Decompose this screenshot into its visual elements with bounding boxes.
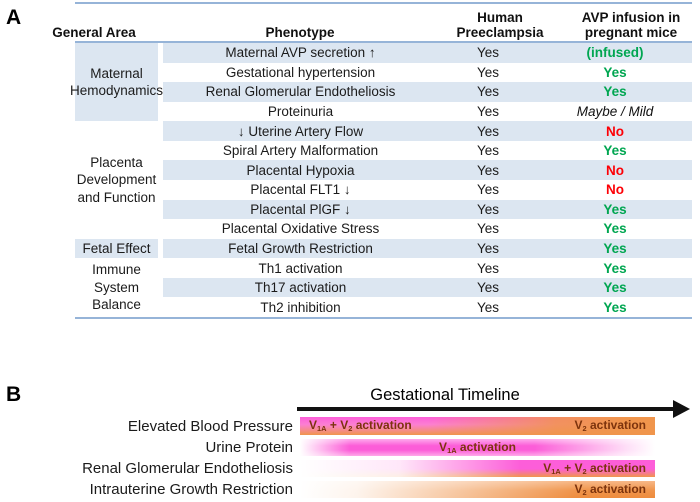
timeline-bar: V2 activation <box>300 481 655 498</box>
timeline-arrow-head-icon <box>673 400 690 418</box>
column-header-human-preeclampsia: Human Preeclampsia <box>456 9 544 40</box>
human-preeclampsia-cell: Yes <box>476 260 500 276</box>
table-row: Fetal Growth Restriction Yes Yes <box>163 238 692 259</box>
general-area-label: Immune System Balance <box>92 262 141 313</box>
avp-mice-cell: Yes <box>603 260 627 276</box>
timeline-arrow-line <box>297 407 675 411</box>
avp-mice-cell: Yes <box>603 64 627 80</box>
avp-mice-cell: (infused) <box>586 45 644 61</box>
avp-mice-cell: Yes <box>603 201 627 217</box>
phenotype-cell: Renal Glomerular Endotheliosis <box>205 84 396 100</box>
table-row: Maternal AVP secretion ↑ Yes (infused) <box>163 43 692 63</box>
general-area-cell: Placenta Development and Function <box>75 121 158 239</box>
bar-segment-label: V2 activation <box>574 418 646 434</box>
phenotype-cell: ↓ Uterine Artery Flow <box>237 123 364 139</box>
avp-mice-cell: No <box>606 123 624 139</box>
timeline-bar: V1A + V2 activation <box>300 460 655 477</box>
human-preeclampsia-cell: Yes <box>476 143 500 159</box>
avp-mice-cell: Yes <box>603 143 627 159</box>
table-row: Placental PlGF ↓ Yes Yes <box>163 199 692 220</box>
table-row: Placental Oxidative Stress Yes Yes <box>163 219 692 239</box>
human-preeclampsia-cell: Yes <box>476 240 500 256</box>
avp-mice-cell: No <box>606 162 624 178</box>
avp-mice-cell: Yes <box>603 84 627 100</box>
panel-b-label: B <box>6 383 22 406</box>
table-row: Placental Hypoxia Yes No <box>163 160 692 180</box>
phenotype-cell: Th17 activation <box>254 280 347 296</box>
table-bottom-border <box>75 317 692 319</box>
timeline-row-label: Elevated Blood Pressure <box>127 417 293 435</box>
table-row: Th2 inhibition Yes Yes <box>163 297 692 317</box>
phenotype-cell: Gestational hypertension <box>225 64 376 80</box>
human-preeclampsia-cell: Yes <box>476 123 500 139</box>
human-preeclampsia-cell: Yes <box>476 64 500 80</box>
human-preeclampsia-cell: Yes <box>476 84 500 100</box>
timeline-bar: V1A + V2 activation V2 activation <box>300 417 655 435</box>
timeline-row-label: Renal Glomerular Endotheliosis <box>82 460 293 477</box>
column-header-general-area: General Area <box>52 24 136 40</box>
phenotype-cell: Placental PlGF ↓ <box>250 201 351 217</box>
human-preeclampsia-cell: Yes <box>476 162 500 178</box>
table-body: Maternal Hemodynamics Placenta Developmen… <box>70 43 692 317</box>
phenotype-cell: Proteinuria <box>267 103 334 119</box>
timeline-title: Gestational Timeline <box>370 386 520 404</box>
timeline-bar: V1A activation <box>300 439 655 456</box>
general-area-cell: Fetal Effect <box>75 238 158 259</box>
table-row: Th1 activation Yes Yes <box>163 258 692 278</box>
phenotype-cell: Placental FLT1 ↓ <box>250 182 351 198</box>
human-preeclampsia-cell: Yes <box>476 45 500 61</box>
general-area-label: Placenta Development and Function <box>76 154 157 205</box>
table-row: Th17 activation Yes Yes <box>163 277 692 298</box>
human-preeclampsia-cell: Yes <box>476 280 500 296</box>
human-preeclampsia-cell: Yes <box>476 201 500 217</box>
bar-segment-label: V1A + V2 activation <box>309 418 412 434</box>
timeline-row-label: Urine Protein <box>205 439 293 456</box>
bar-segment-label: V2 activation <box>574 481 646 497</box>
avp-mice-cell: Maybe / Mild <box>576 103 654 119</box>
phenotype-cell: Maternal AVP secretion ↑ <box>225 45 376 61</box>
general-area-cell: Maternal Hemodynamics <box>70 43 163 122</box>
timeline-row-label: Intrauterine Growth Restriction <box>89 481 293 498</box>
avp-mice-cell: No <box>606 182 624 198</box>
human-preeclampsia-cell: Yes <box>476 182 500 198</box>
human-preeclampsia-cell: Yes <box>476 221 500 237</box>
general-area-label: Fetal Effect <box>82 240 151 256</box>
human-preeclampsia-cell: Yes <box>476 103 500 119</box>
table-row: Renal Glomerular Endotheliosis Yes Yes <box>163 82 692 102</box>
phenotype-cell: Th2 inhibition <box>260 299 341 315</box>
header-underline <box>75 41 692 43</box>
avp-mice-cell: Yes <box>603 221 627 237</box>
table-row: Gestational hypertension Yes Yes <box>163 63 692 83</box>
avp-mice-cell: Yes <box>603 299 627 315</box>
column-header-avp-infusion: AVP infusion in pregnant mice <box>581 9 681 40</box>
phenotype-cell: Placental Hypoxia <box>246 162 355 178</box>
panel-a-label: A <box>6 6 22 29</box>
phenotype-cell: Fetal Growth Restriction <box>228 240 373 256</box>
general-area-cell: Immune System Balance <box>75 258 158 317</box>
bar-segment-label: V1A + V2 activation <box>543 460 646 476</box>
table-row: ↓ Uterine Artery Flow Yes No <box>163 121 692 141</box>
phenotype-cell: Spiral Artery Malformation <box>222 143 379 159</box>
bar-segment-label: V1A activation <box>439 439 516 455</box>
table-row: Proteinuria Yes Maybe / Mild <box>163 102 692 122</box>
human-preeclampsia-cell: Yes <box>476 299 500 315</box>
table-top-border <box>75 2 692 4</box>
avp-mice-cell: Yes <box>603 280 627 296</box>
phenotype-cell: Th1 activation <box>258 260 343 276</box>
general-area-label: Maternal Hemodynamics <box>69 65 164 99</box>
column-header-phenotype: Phenotype <box>265 24 335 40</box>
table-row: Placental FLT1 ↓ Yes No <box>163 180 692 200</box>
table-row: Spiral Artery Malformation Yes Yes <box>163 141 692 161</box>
phenotype-cell: Placental Oxidative Stress <box>221 221 380 237</box>
avp-mice-cell: Yes <box>603 240 627 256</box>
